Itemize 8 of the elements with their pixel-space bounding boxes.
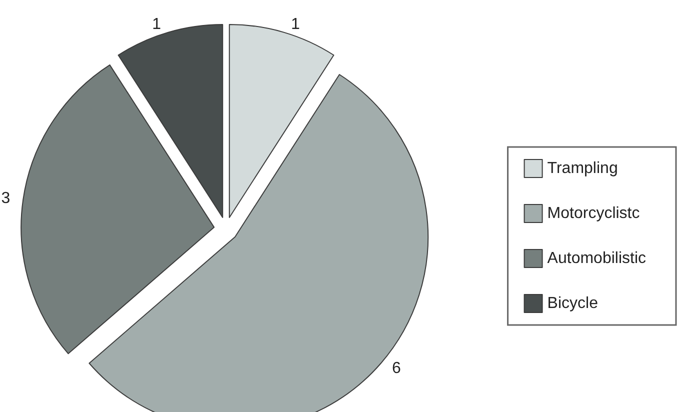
data-label: 3 bbox=[1, 190, 10, 208]
data-label: 6 bbox=[392, 360, 401, 377]
data-label: 1 bbox=[152, 16, 162, 34]
legend-label: Motorcyclistc bbox=[547, 205, 640, 222]
legend-label: Bicycle bbox=[547, 295, 598, 312]
data-label: 1 bbox=[291, 16, 300, 34]
legend-label: Automobilistic bbox=[547, 250, 646, 267]
legend-label: Trampling bbox=[547, 160, 618, 177]
